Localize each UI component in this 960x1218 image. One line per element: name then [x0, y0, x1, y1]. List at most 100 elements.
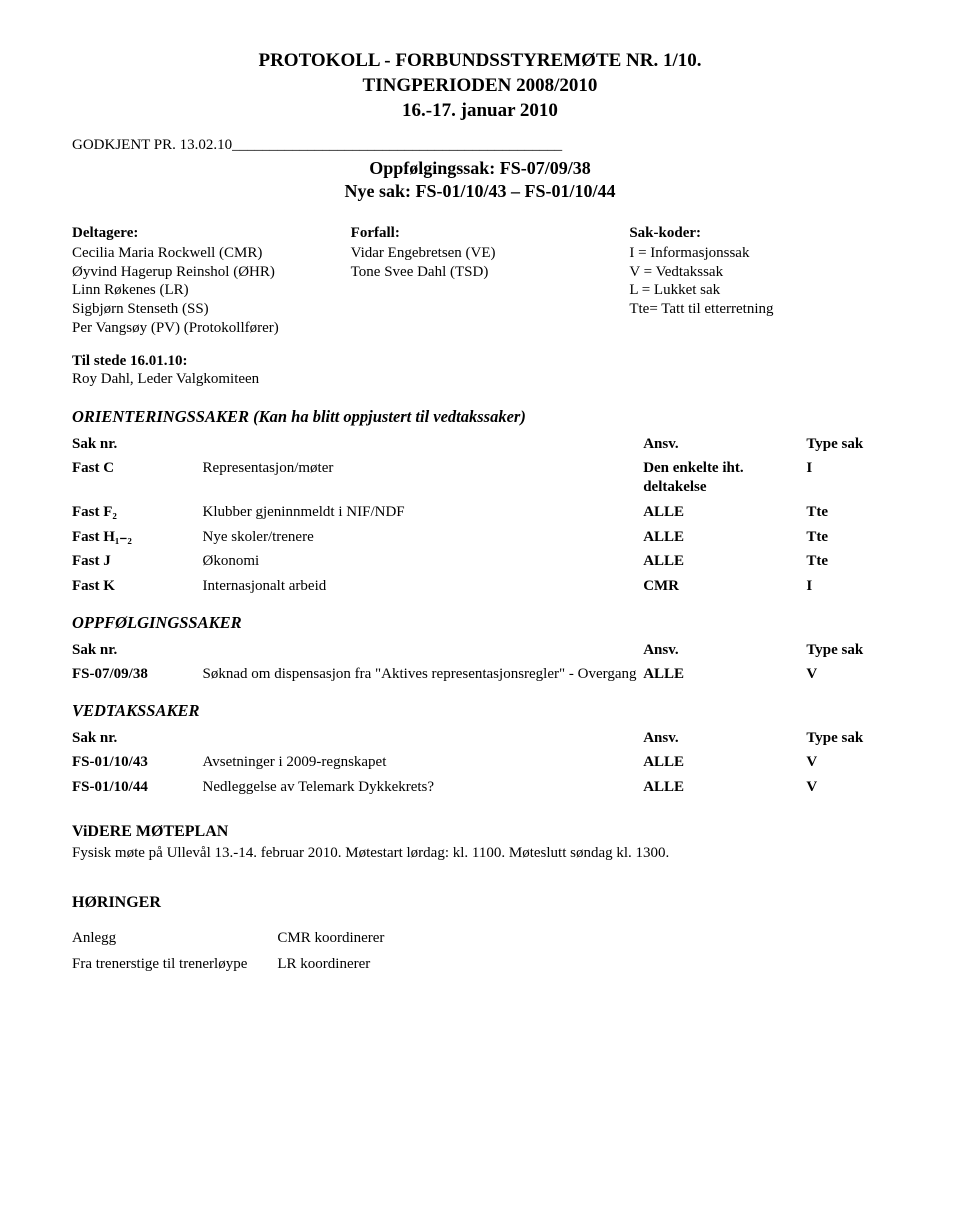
forfall-item: Tone Svee Dahl (TSD) — [351, 263, 610, 282]
cell-type: I — [806, 574, 888, 599]
cell-type: V — [806, 775, 888, 800]
cell-nr: Fast J — [72, 549, 203, 574]
col-type: Type sak — [806, 726, 888, 751]
sakkode: V = Vedtakssak — [629, 263, 888, 282]
col-saknr: Sak nr. — [72, 726, 203, 751]
forfall-col: Forfall: Vidar Engebretsen (VE) Tone Sve… — [351, 224, 610, 338]
table-header-row: Sak nr. Ansv. Type sak — [72, 432, 888, 457]
cell-ansv: CMR — [643, 574, 806, 599]
cell-type: V — [806, 750, 888, 775]
col-saknr: Sak nr. — [72, 638, 203, 663]
cell-ansv: ALLE — [643, 549, 806, 574]
col-saknr: Sak nr. — [72, 432, 203, 457]
cell-nr: Fast F₂ — [72, 500, 203, 525]
horinger-topic: Anlegg — [72, 925, 277, 952]
participant: Øyvind Hagerup Reinshol (ØHR) — [72, 263, 331, 282]
cell-desc: Søknad om dispensasjon fra "Aktives repr… — [203, 662, 644, 687]
cell-nr: Fast C — [72, 456, 203, 500]
cell-desc: Representasjon/møter — [203, 456, 644, 500]
table-header-row: Sak nr. Ansv. Type sak — [72, 726, 888, 751]
sakkode: Tte= Tatt til etterretning — [629, 300, 888, 319]
cell-desc: Nye skoler/trenere — [203, 525, 644, 550]
cell-nr: FS-07/09/38 — [72, 662, 203, 687]
col-ansv: Ansv. — [643, 432, 806, 457]
participants-block: Deltagere: Cecilia Maria Rockwell (CMR) … — [72, 224, 888, 338]
table-row: Anlegg CMR koordinerer — [72, 925, 414, 952]
title-line-2: TINGPERIODEN 2008/2010 — [72, 74, 888, 98]
sakkode: I = Informasjonssak — [629, 244, 888, 263]
cell-type: Tte — [806, 525, 888, 550]
cell-type: Tte — [806, 549, 888, 574]
oppfolgingssaker-table: Sak nr. Ansv. Type sak FS-07/09/38 Søkna… — [72, 638, 888, 688]
cell-ansv: ALLE — [643, 500, 806, 525]
orienteringssaker-head: ORIENTERINGSSAKER (Kan ha blitt oppjuste… — [72, 407, 888, 428]
main-title: PROTOKOLL - FORBUNDSSTYREMØTE NR. 1/10. … — [72, 49, 888, 122]
table-row: Fra trenerstige til trenerløype LR koord… — [72, 951, 414, 978]
sakkoder-head: Sak-koder: — [629, 224, 888, 243]
table-row: FS-01/10/43 Avsetninger i 2009-regnskape… — [72, 750, 888, 775]
cell-nr: FS-01/10/43 — [72, 750, 203, 775]
table-row: FS-07/09/38 Søknad om dispensasjon fra "… — [72, 662, 888, 687]
til-stede-block: Til stede 16.01.10: Roy Dahl, Leder Valg… — [72, 352, 888, 390]
col-ansv: Ansv. — [643, 638, 806, 663]
cell-ansv: ALLE — [643, 775, 806, 800]
sub-title: Oppfølgingssak: FS-07/09/38 Nye sak: FS-… — [72, 157, 888, 202]
participant: Sigbjørn Stenseth (SS) — [72, 300, 331, 319]
cell-desc: Avsetninger i 2009-regnskapet — [203, 750, 644, 775]
orient-head-text: ORIENTERINGSSAKER — [72, 407, 253, 426]
title-line-1: PROTOKOLL - FORBUNDSSTYREMØTE NR. 1/10. — [72, 49, 888, 73]
cell-nr: Fast K — [72, 574, 203, 599]
horinger-coord: LR koordinerer — [277, 951, 414, 978]
sakkoder-col: Sak-koder: I = Informasjonssak V = Vedta… — [629, 224, 888, 338]
table-row: Fast F₂ Klubber gjeninnmeldt i NIF/NDF A… — [72, 500, 888, 525]
cell-ansv: ALLE — [643, 662, 806, 687]
participants-col: Deltagere: Cecilia Maria Rockwell (CMR) … — [72, 224, 331, 338]
horinger-head: HØRINGER — [72, 893, 888, 913]
cell-ansv: Den enkelte iht. deltakelse — [643, 456, 806, 500]
table-row: Fast K Internasjonalt arbeid CMR I — [72, 574, 888, 599]
forfall-head: Forfall: — [351, 224, 610, 243]
oppfolgingssaker-head: OPPFØLGINGSSAKER — [72, 613, 888, 634]
approved-line: GODKJENT PR. 13.02.10___________________… — [72, 136, 888, 155]
videre-moteplan-line: Fysisk møte på Ullevål 13.-14. februar 2… — [72, 844, 888, 863]
sub-title-line-1: Oppfølgingssak: FS-07/09/38 — [72, 157, 888, 180]
orienteringssaker-table: Sak nr. Ansv. Type sak Fast C Representa… — [72, 432, 888, 599]
til-stede-head: Til stede 16.01.10: — [72, 352, 888, 371]
participant: Per Vangsøy (PV) (Protokollfører) — [72, 319, 331, 338]
table-row: Fast C Representasjon/møter Den enkelte … — [72, 456, 888, 500]
col-type: Type sak — [806, 432, 888, 457]
participant: Cecilia Maria Rockwell (CMR) — [72, 244, 331, 263]
cell-desc: Nedleggelse av Telemark Dykkekrets? — [203, 775, 644, 800]
table-row: Fast H₁₋₂ Nye skoler/trenere ALLE Tte — [72, 525, 888, 550]
table-row: Fast J Økonomi ALLE Tte — [72, 549, 888, 574]
orient-paren: (Kan ha blitt oppjustert til vedtakssake… — [253, 407, 526, 426]
videre-moteplan-head: ViDERE MØTEPLAN — [72, 822, 888, 842]
col-desc — [203, 432, 644, 457]
cell-type: I — [806, 456, 888, 500]
cell-desc: Internasjonalt arbeid — [203, 574, 644, 599]
col-ansv: Ansv. — [643, 726, 806, 751]
cell-desc: Klubber gjeninnmeldt i NIF/NDF — [203, 500, 644, 525]
cell-ansv: ALLE — [643, 750, 806, 775]
participant: Linn Røkenes (LR) — [72, 281, 331, 300]
cell-desc: Økonomi — [203, 549, 644, 574]
horinger-table: Anlegg CMR koordinerer Fra trenerstige t… — [72, 925, 414, 979]
vedtakssaker-table: Sak nr. Ansv. Type sak FS-01/10/43 Avset… — [72, 726, 888, 800]
sub-title-line-2: Nye sak: FS-01/10/43 – FS-01/10/44 — [72, 180, 888, 203]
cell-nr: Fast H₁₋₂ — [72, 525, 203, 550]
col-type: Type sak — [806, 638, 888, 663]
title-line-3: 16.-17. januar 2010 — [72, 99, 888, 123]
table-header-row: Sak nr. Ansv. Type sak — [72, 638, 888, 663]
col-desc — [203, 726, 644, 751]
cell-type: Tte — [806, 500, 888, 525]
cell-type: V — [806, 662, 888, 687]
cell-ansv: ALLE — [643, 525, 806, 550]
participants-head: Deltagere: — [72, 224, 331, 243]
forfall-item: Vidar Engebretsen (VE) — [351, 244, 610, 263]
horinger-topic: Fra trenerstige til trenerløype — [72, 951, 277, 978]
table-row: FS-01/10/44 Nedleggelse av Telemark Dykk… — [72, 775, 888, 800]
sakkode: L = Lukket sak — [629, 281, 888, 300]
col-desc — [203, 638, 644, 663]
vedtakssaker-head: VEDTAKSSAKER — [72, 701, 888, 722]
til-stede-line: Roy Dahl, Leder Valgkomiteen — [72, 370, 888, 389]
